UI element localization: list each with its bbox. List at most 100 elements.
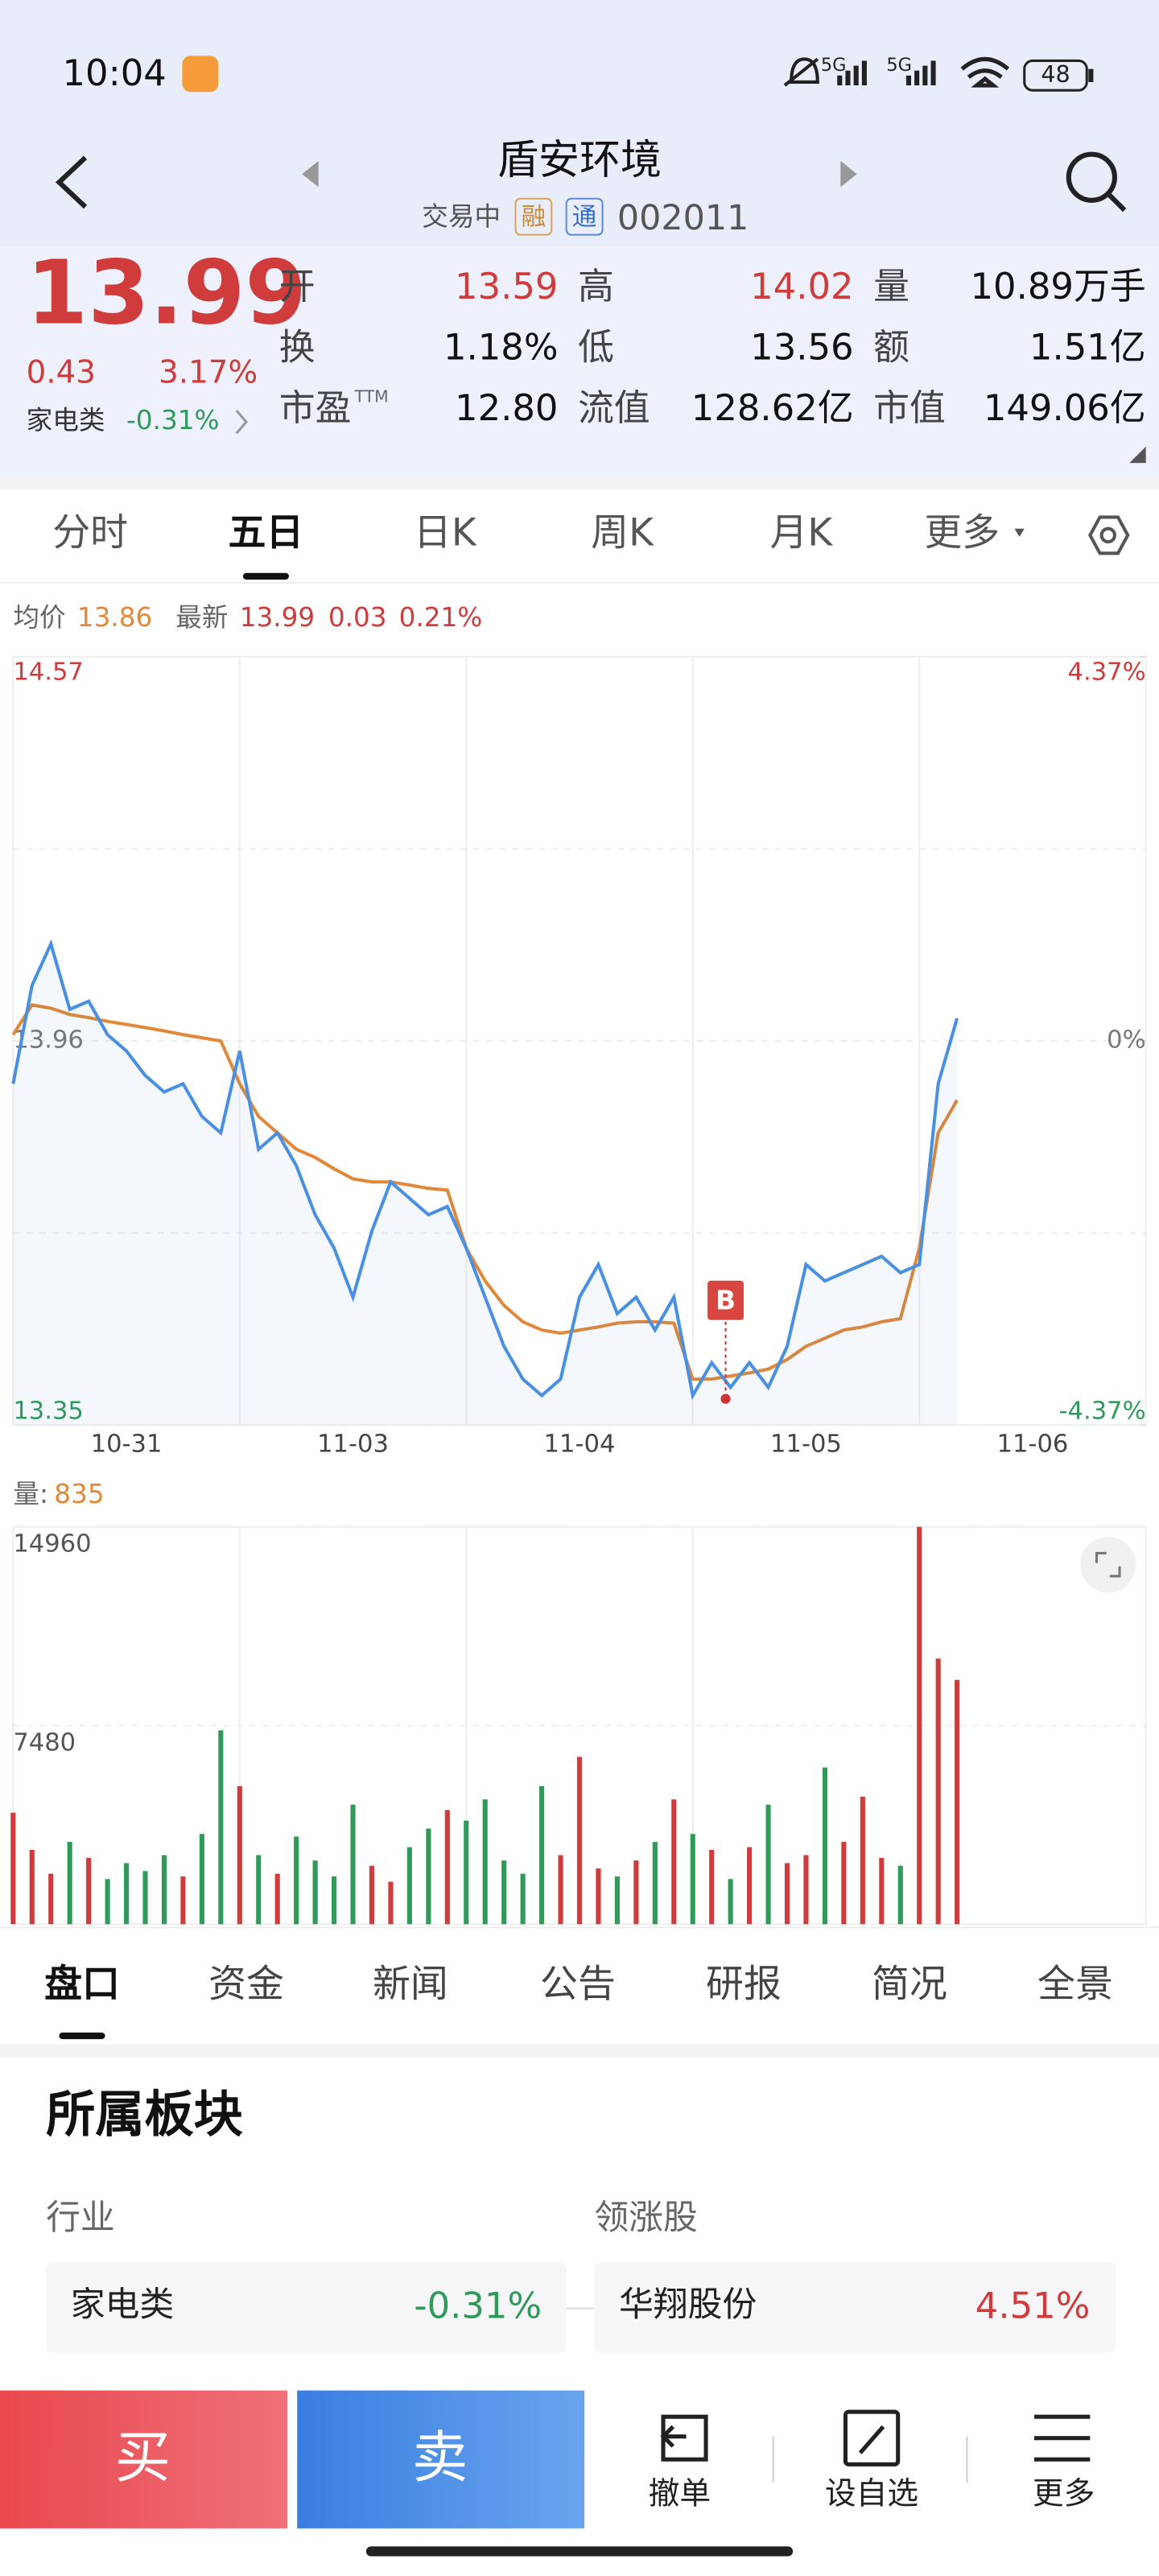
volume-bar — [294, 1836, 299, 1925]
buy-button[interactable] — [0, 2390, 287, 2529]
stat-value: 13.59 — [455, 265, 558, 308]
chart-tab[interactable]: 分时 — [52, 510, 128, 555]
price-change: 0.43 — [27, 355, 96, 391]
volume-bar — [332, 1876, 337, 1925]
volume-latest: 835 — [54, 1479, 104, 1509]
volume-bar — [917, 1526, 922, 1925]
volume-bar — [596, 1868, 601, 1925]
marker-dot — [720, 1393, 731, 1404]
volume-bar — [614, 1876, 620, 1925]
volume-bar — [671, 1799, 677, 1925]
sector-name[interactable]: 家电类 — [27, 405, 105, 436]
chart-tab[interactable]: 月K — [770, 510, 834, 555]
volume-bar — [633, 1860, 639, 1925]
y-tick-label: 13.35 — [13, 1397, 84, 1425]
chart-tab[interactable]: 更多 — [924, 510, 1000, 555]
detail-tab[interactable]: 公告 — [540, 1962, 616, 2006]
x-tick-label: 11-05 — [770, 1430, 842, 1458]
chart-tab[interactable]: 日K — [414, 510, 477, 555]
expand-corner[interactable] — [1129, 446, 1146, 464]
avg-line — [11, 1003, 959, 1381]
chart-tab[interactable]: 周K — [591, 510, 654, 555]
detail-tab[interactable]: 资金 — [208, 1962, 284, 2006]
chart-tabs: 分时 五日 日K 周K 月K 更多 — [52, 510, 1025, 580]
volume-bar — [576, 1757, 583, 1925]
stat-label: 高 — [578, 265, 614, 308]
volume-bar — [388, 1881, 394, 1925]
detail-tab[interactable]: 全景 — [1037, 1962, 1113, 2006]
volume-bar — [709, 1849, 715, 1925]
y-tick-label: 7480 — [13, 1728, 76, 1757]
tab-underline — [59, 2032, 105, 2040]
battery-level: 48 — [1041, 60, 1070, 88]
tab-underline — [242, 572, 289, 580]
detail-tab[interactable]: 盘口 — [44, 1962, 120, 2006]
legend-value: 13.86 — [77, 602, 152, 633]
dropdown-caret — [1014, 528, 1025, 537]
volume-bar — [558, 1855, 563, 1925]
volume-bar — [728, 1879, 733, 1925]
volume-bar — [350, 1804, 356, 1925]
fullscreen-button[interactable] — [1080, 1536, 1136, 1593]
stat-label: 量 — [873, 265, 909, 308]
action-more[interactable]: 更多 — [1033, 2476, 1095, 2512]
stock-code: 002011 — [617, 198, 749, 238]
settings-icon[interactable] — [1088, 515, 1130, 555]
next-stock[interactable] — [840, 160, 857, 188]
detail-tab[interactable]: 研报 — [706, 1962, 782, 2006]
y2-tick-label: 0% — [1107, 1026, 1146, 1055]
detail-tabs: 盘口 资金 新闻 公告 研报 简况 全景 — [44, 1962, 1113, 2040]
leader-label: 领涨股 — [594, 2198, 697, 2238]
sector-change[interactable]: -0.31% — [126, 405, 219, 436]
leader-card[interactable] — [594, 2262, 1116, 2353]
detail-tab[interactable]: 新闻 — [373, 1962, 448, 2006]
buy-label: 买 — [115, 2425, 171, 2490]
stat-value: 1.51亿 — [1029, 325, 1146, 368]
stat-label: 市盈 — [279, 386, 352, 429]
industry-card[interactable] — [46, 2262, 567, 2353]
volume-bar — [218, 1730, 224, 1925]
volume-bar — [803, 1855, 809, 1925]
detail-tab[interactable]: 简况 — [872, 1962, 947, 2006]
price: 13.99 — [27, 241, 307, 344]
chart-tab[interactable]: 五日 — [229, 510, 304, 555]
search-button[interactable] — [1066, 151, 1127, 213]
legend-value: 0.03 — [328, 602, 387, 633]
volume-label: 量: — [13, 1479, 48, 1509]
price-change-pct: 3.17% — [159, 355, 258, 391]
sell-button[interactable] — [297, 2390, 585, 2529]
price-line — [11, 939, 959, 1401]
industry-change: -0.31% — [414, 2285, 542, 2327]
stat-value: 1.18% — [443, 325, 559, 368]
volume-bar — [29, 1849, 35, 1925]
y2-tick-label: -4.37% — [1058, 1397, 1145, 1425]
volume-bar — [501, 1860, 507, 1925]
stat-label: 低 — [578, 325, 614, 368]
back-button[interactable] — [55, 155, 88, 209]
stat-value: 10.89万手 — [971, 265, 1146, 308]
volume-bar — [482, 1799, 488, 1925]
volume-bar — [406, 1847, 412, 1925]
stat-label: 市值 — [873, 386, 946, 429]
volume-bar — [652, 1842, 658, 1925]
marker-label: B — [716, 1285, 736, 1315]
action-watch[interactable]: 设自选 — [825, 2476, 918, 2512]
volume-bar — [48, 1873, 54, 1925]
status-time: 10:04 — [63, 52, 167, 94]
price-chart: 均价 13.86 最新 13.99 0.03 0.21% 10-31 11-03 11-04 11… — [11, 602, 1147, 1458]
stat-value: 149.06亿 — [984, 386, 1146, 429]
leader-change: 4.51% — [975, 2285, 1091, 2327]
volume-bar — [955, 1679, 960, 1925]
stat-label: 流值 — [578, 386, 650, 429]
legend-label: 均价 — [13, 602, 65, 633]
volume-bar — [426, 1828, 431, 1925]
volume-bar — [237, 1785, 242, 1925]
volume-bar — [142, 1871, 148, 1925]
x-tick-label: 11-06 — [997, 1430, 1069, 1458]
action-cancel[interactable]: 撤单 — [649, 2476, 711, 2512]
volume-bar — [464, 1820, 469, 1925]
prev-stock[interactable] — [302, 160, 319, 188]
volume-bar — [10, 1812, 16, 1925]
volume-bar — [369, 1865, 375, 1925]
